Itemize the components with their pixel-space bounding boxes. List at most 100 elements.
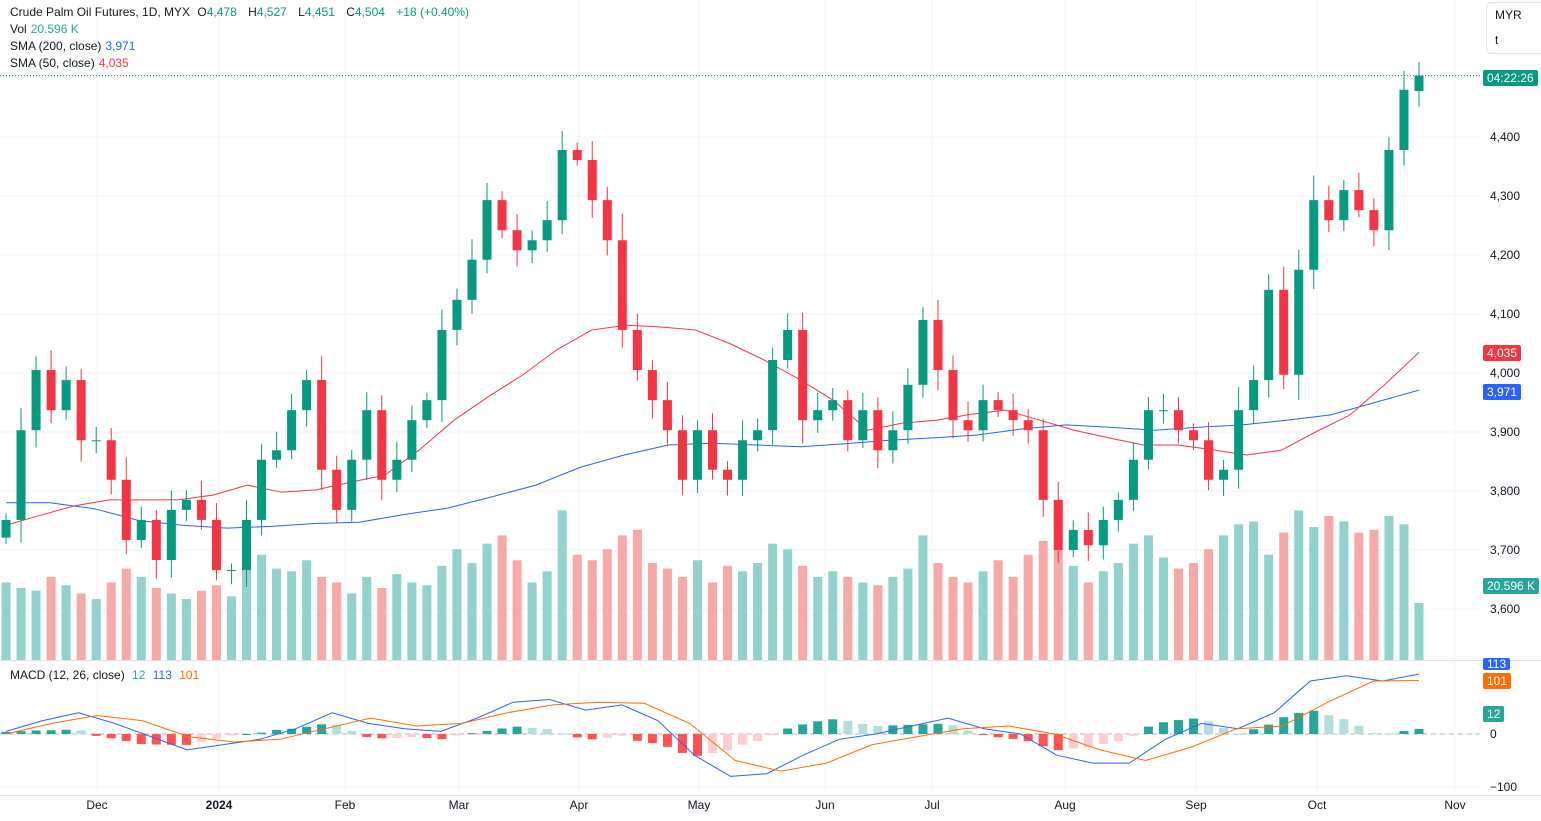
volume-bar — [1008, 576, 1018, 660]
candle-body — [1113, 499, 1123, 520]
volume-bar — [963, 582, 973, 660]
macd-histogram-bar — [572, 734, 582, 738]
macd-histogram-bar — [1038, 734, 1048, 747]
volume-legend[interactable]: Vol 20.596 K — [10, 21, 83, 38]
price-tick-label: 3,900 — [1490, 425, 1520, 439]
candle-body — [978, 400, 988, 431]
candle — [497, 191, 507, 239]
volume-bar — [1279, 532, 1289, 660]
candle — [332, 455, 342, 523]
candle-body — [1219, 469, 1229, 480]
candle — [196, 480, 206, 530]
macd-histogram-bar — [692, 734, 702, 756]
countdown-tag: 04:22:26 — [1483, 70, 1538, 86]
candle — [452, 288, 462, 346]
macd-histogram-bar — [948, 725, 958, 734]
candle-body — [933, 319, 943, 371]
volume-bar — [76, 593, 86, 660]
candle-body — [257, 459, 267, 520]
candle — [1068, 520, 1078, 558]
candle — [948, 355, 958, 439]
candle-body — [482, 200, 492, 260]
sma50-legend[interactable]: SMA (50, close) 4,035 — [10, 55, 133, 72]
macd-histogram-bar — [918, 724, 928, 734]
candle-body — [572, 149, 582, 161]
candle — [1143, 396, 1153, 470]
volume-bar — [1369, 529, 1379, 660]
volume-bar — [1234, 524, 1244, 660]
candle-body — [723, 469, 733, 480]
candle — [527, 230, 537, 264]
volume-bar — [1309, 527, 1319, 660]
candle-body — [918, 319, 928, 385]
sma50-label: SMA (50, close) — [10, 56, 95, 70]
macd-histogram-bar — [813, 721, 823, 734]
candle — [287, 393, 297, 460]
macd-histogram-bar — [662, 734, 672, 747]
candle — [1264, 274, 1274, 398]
candle-body — [1038, 430, 1048, 500]
candle — [467, 239, 477, 314]
candle-body — [1098, 519, 1108, 546]
time-tick-label: Sep — [1185, 798, 1207, 812]
macd-histogram-bar — [542, 729, 552, 734]
price-tick-label: 3,800 — [1490, 484, 1520, 498]
volume-bar — [858, 582, 868, 660]
macd-histogram-bar — [527, 727, 537, 734]
candle-body — [993, 400, 1003, 411]
candle — [1309, 175, 1319, 290]
volume-bar — [738, 571, 748, 660]
volume-bars — [1, 510, 1424, 660]
candle-body — [1399, 89, 1409, 150]
time-tick-label: Oct — [1308, 798, 1327, 812]
candle-body — [407, 420, 417, 460]
volume-bar — [1294, 510, 1304, 660]
candle — [106, 428, 116, 495]
volume-bar — [527, 582, 537, 660]
candle-body — [467, 259, 477, 300]
candle — [407, 405, 417, 472]
volume-bar — [557, 510, 567, 660]
macd-histogram-bar — [933, 723, 943, 734]
currency-unit-selector[interactable]: MYR t — [1486, 2, 1541, 54]
candle-body — [1, 519, 11, 538]
candle-body — [1324, 200, 1334, 221]
candle — [572, 142, 582, 166]
macd-histogram-bar — [768, 734, 778, 736]
macd-histogram-bar — [1294, 712, 1304, 734]
candle — [587, 141, 597, 218]
candle — [1083, 512, 1093, 561]
candle — [647, 359, 657, 419]
macd-histogram-bar — [1, 731, 11, 734]
candle-body — [31, 370, 41, 431]
macd-histogram-bar — [377, 734, 387, 739]
macd-pane — [1, 673, 1424, 777]
macd-legend[interactable]: MACD (12, 26, close) 12 113 101 — [10, 667, 203, 684]
volume-bar — [136, 576, 146, 660]
volume-bar — [828, 571, 838, 660]
macd-histogram-bar — [362, 734, 372, 738]
candle-body — [1249, 380, 1259, 411]
volume-bar — [843, 576, 853, 660]
candle-body — [1279, 289, 1289, 375]
candle — [1158, 393, 1168, 424]
price-tick-label: 4,100 — [1490, 307, 1520, 321]
macd-histogram-bar — [1068, 734, 1078, 749]
macd-histogram-bar — [497, 728, 507, 734]
volume-bar — [1, 582, 11, 660]
macd-histogram-bar — [753, 734, 763, 741]
candle — [226, 563, 236, 585]
macd-histogram-bar — [106, 734, 116, 739]
candle — [1, 513, 11, 545]
volume-bar — [61, 585, 71, 660]
macd-histogram-bar — [482, 730, 492, 734]
sma200-legend[interactable]: SMA (200, close) 3,971 — [10, 38, 139, 55]
volume-bar — [602, 549, 612, 660]
volume-bar — [617, 535, 627, 660]
macd-histogram-bar — [31, 730, 41, 734]
volume-bar — [106, 582, 116, 660]
volume-bar — [918, 535, 928, 660]
macd-histogram-bar — [347, 730, 357, 734]
volume-tag: 20.596 K — [1483, 578, 1540, 594]
